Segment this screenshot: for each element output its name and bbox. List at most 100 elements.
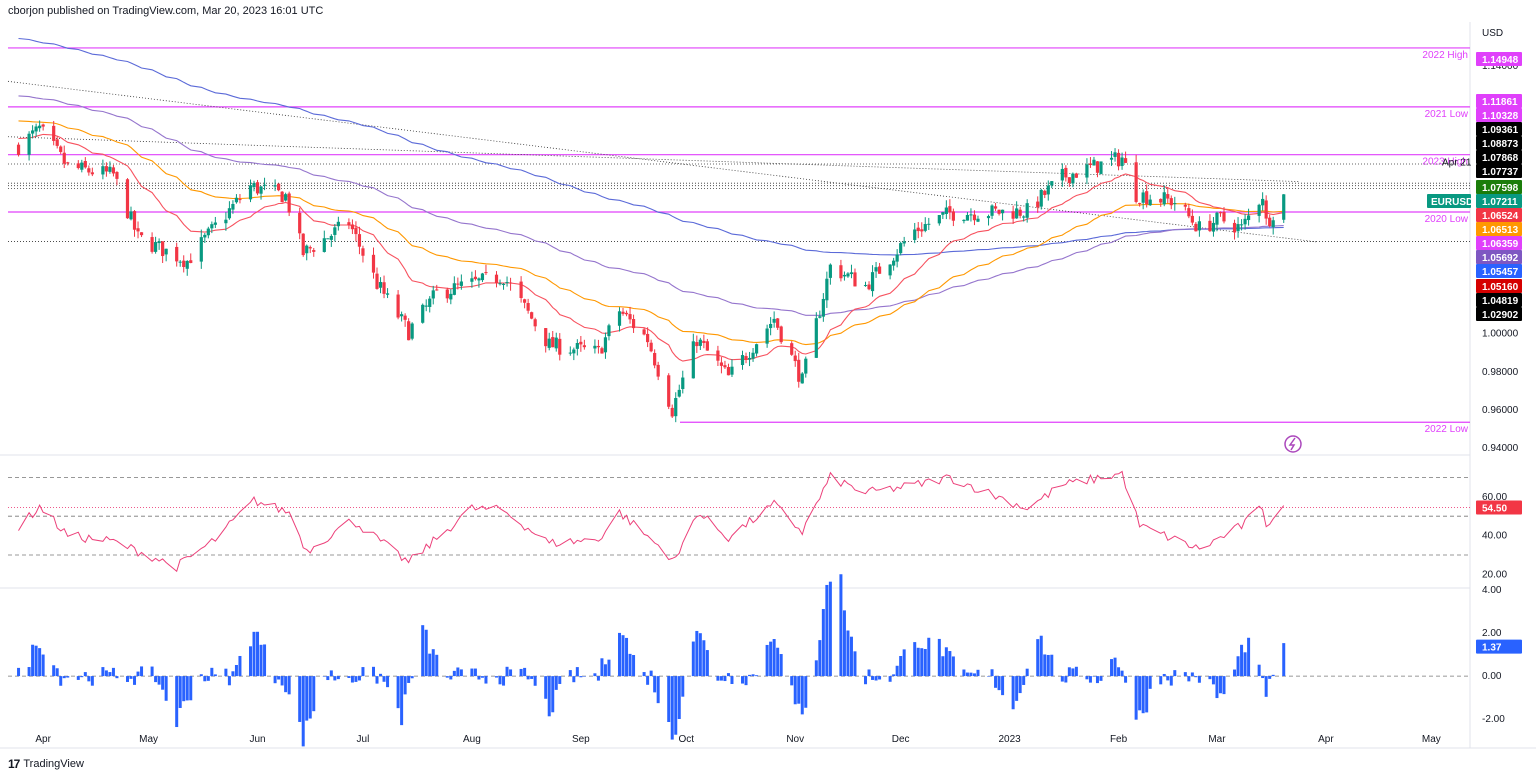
histogram-bar [17, 667, 21, 677]
price-tag-text: 1.07868 [1482, 153, 1519, 164]
histogram-bar [140, 666, 144, 677]
histogram-bar [1043, 654, 1047, 677]
histogram-bar [111, 667, 115, 677]
candle [839, 265, 843, 279]
histogram-bar [987, 676, 991, 677]
histogram-bar [80, 676, 84, 678]
histogram-bar [473, 668, 477, 677]
flash-icon[interactable] [1284, 435, 1302, 453]
histogram-bar [101, 667, 105, 677]
candle [1211, 222, 1216, 232]
price-tag [1476, 94, 1522, 108]
price-tag [1476, 307, 1522, 321]
histogram-bar [252, 631, 256, 677]
price-tag-text: 1.09361 [1482, 125, 1519, 136]
histogram-bar [161, 676, 165, 690]
candle [649, 342, 653, 352]
histogram-bar [842, 610, 846, 677]
candle [248, 185, 253, 200]
candle [115, 172, 119, 179]
histogram-bar [301, 676, 305, 747]
candle [790, 343, 794, 355]
candle [653, 352, 657, 366]
histogram-bar [839, 574, 843, 677]
candle [1092, 159, 1096, 166]
candle [698, 339, 702, 346]
histogram-bar [797, 676, 801, 704]
axes: Apr May Jun Jul Aug Sep Oct Nov Dec 2023 Feb Mar Apr… [35, 28, 1518, 745]
price-tag [1476, 250, 1522, 264]
candle [695, 342, 699, 347]
date-annotation: Apr 21 [1442, 158, 1472, 169]
price-tag-text: 1.08873 [1482, 139, 1519, 150]
histogram-bar [554, 676, 558, 690]
histogram-bar [1060, 676, 1064, 682]
histogram-bar [681, 676, 685, 697]
candle [681, 377, 685, 389]
histogram-bar [456, 667, 460, 677]
candle [111, 167, 116, 174]
candle [772, 318, 776, 323]
candle [916, 227, 920, 232]
x-tick-label: Dec [892, 734, 910, 745]
histogram-bar [263, 644, 267, 677]
histogram-bar [1039, 635, 1043, 677]
histogram-bar [298, 676, 302, 722]
ema20-line [18, 133, 1284, 362]
histogram-bar [322, 676, 326, 677]
histogram-bar [199, 674, 203, 677]
histogram-bar [224, 668, 228, 677]
candle [572, 349, 576, 354]
histogram-bar [125, 676, 129, 682]
tradingview-logo-icon: 17 [8, 757, 20, 771]
candle [385, 293, 390, 295]
candle [1197, 221, 1201, 231]
rsi-value-tag [1476, 500, 1522, 515]
price-tag-text: 1.14948 [1482, 55, 1519, 66]
candle [1120, 157, 1124, 166]
histogram-bar [157, 676, 161, 685]
candle [41, 124, 45, 127]
histogram-bar [618, 632, 622, 677]
candle [842, 274, 847, 277]
candle [769, 323, 773, 329]
rsi-tick-label: 40.00 [1482, 531, 1507, 542]
candle [1141, 192, 1145, 203]
candle [62, 152, 66, 164]
candle [452, 283, 456, 295]
price-tag [1476, 264, 1522, 278]
histogram-bar [888, 676, 892, 682]
candle [825, 278, 829, 301]
level-label: 2020 Low [1425, 214, 1469, 225]
candle [400, 314, 404, 317]
histogram-bar [1011, 676, 1015, 710]
x-tick-label: Jun [249, 734, 265, 745]
candle [1022, 216, 1026, 218]
candle [1067, 177, 1071, 183]
histogram-bar [1148, 676, 1152, 689]
candle [238, 199, 242, 201]
candle [558, 338, 562, 355]
histogram-bar [164, 676, 168, 701]
candle [357, 234, 362, 247]
histogram-bar [350, 676, 354, 683]
histogram-bar [1159, 676, 1163, 685]
histogram-bar [305, 676, 309, 721]
histogram-bar [435, 654, 439, 677]
histogram-bar [603, 664, 607, 677]
candle [821, 298, 825, 317]
candle [262, 184, 267, 186]
histogram-bar [287, 676, 291, 695]
histogram-bar [1025, 668, 1029, 677]
histogram-bar [1015, 676, 1019, 701]
histogram-bar [741, 676, 745, 684]
price-tag-text: 1.05160 [1482, 282, 1519, 293]
histogram-bar [1261, 676, 1265, 679]
candle [252, 183, 256, 188]
candle [410, 323, 414, 339]
candle [1159, 198, 1163, 203]
histogram-bar [575, 667, 579, 677]
candle [1113, 152, 1117, 157]
histogram-bar [769, 641, 773, 677]
